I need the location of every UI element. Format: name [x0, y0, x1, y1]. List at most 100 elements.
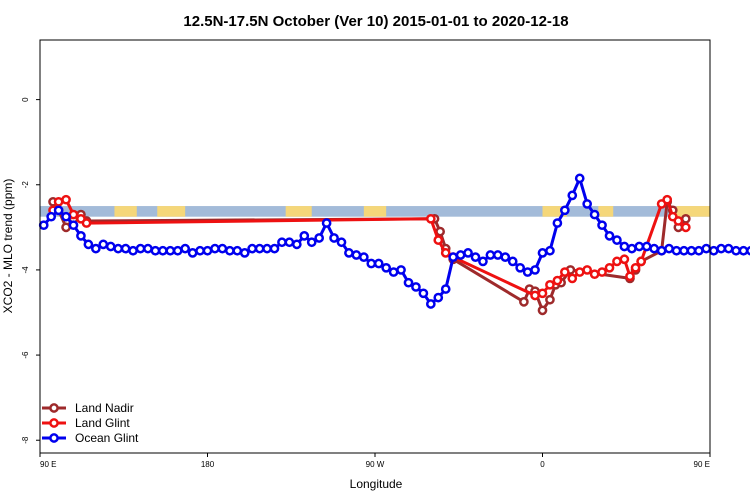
- data-point: [574, 267, 585, 277]
- data-point: [440, 284, 451, 294]
- data-point: [559, 267, 570, 277]
- data-point: [344, 248, 354, 258]
- data-point: [425, 213, 436, 224]
- data-point: [463, 248, 473, 258]
- data-point: [76, 231, 86, 241]
- data-point: [673, 216, 684, 226]
- data-point: [522, 267, 533, 277]
- data-point: [716, 243, 727, 254]
- data-point: [634, 241, 645, 252]
- data-point: [552, 275, 563, 286]
- y-tick-label: 0: [21, 97, 30, 102]
- y-tick-label: -2: [21, 181, 30, 189]
- data-point: [612, 256, 622, 267]
- data-point: [537, 288, 548, 299]
- data-point: [68, 209, 79, 220]
- data-point: [582, 199, 593, 209]
- data-point: [664, 243, 674, 254]
- data-point: [612, 235, 622, 245]
- data-point: [269, 243, 280, 254]
- data-point: [515, 262, 526, 273]
- data-point: [567, 273, 578, 284]
- data-point: [626, 243, 637, 254]
- legend-label: Land Nadir: [75, 401, 134, 415]
- land-segment: [285, 206, 312, 217]
- data-point: [180, 243, 191, 254]
- data-point: [247, 243, 258, 254]
- data-point: [545, 245, 555, 256]
- data-point: [120, 243, 131, 254]
- data-point: [545, 294, 555, 305]
- legend-marker: [49, 418, 59, 428]
- data-point: [519, 297, 529, 307]
- data-point: [680, 222, 691, 233]
- data-point: [373, 258, 384, 269]
- data-point: [433, 292, 444, 303]
- data-point: [478, 256, 488, 267]
- data-point: [98, 239, 109, 250]
- data-point: [693, 245, 704, 256]
- data-point: [381, 262, 392, 273]
- legend-label: Ocean Glint: [75, 431, 139, 445]
- data-point: [232, 245, 243, 256]
- data-point: [224, 245, 235, 256]
- data-point: [351, 250, 362, 260]
- legend-marker: [49, 433, 59, 443]
- y-tick-label: -4: [21, 266, 30, 274]
- data-point: [336, 237, 347, 248]
- data-point: [680, 213, 691, 224]
- data-point: [262, 243, 272, 254]
- data-point: [277, 237, 287, 248]
- data-point: [388, 267, 399, 277]
- data-point: [172, 245, 183, 256]
- data-point: [671, 245, 682, 256]
- data-point: [329, 233, 339, 243]
- land-segment: [363, 206, 387, 217]
- data-point: [165, 245, 176, 256]
- x-tick-label: 90 E: [40, 460, 56, 469]
- data-point: [403, 277, 414, 288]
- data-point: [537, 248, 548, 258]
- data-point: [746, 246, 750, 256]
- data-point: [440, 248, 451, 258]
- legend-label: Land Glint: [75, 416, 130, 430]
- data-point: [470, 252, 481, 262]
- data-point: [210, 243, 220, 254]
- data-point: [90, 243, 101, 254]
- data-point: [589, 269, 600, 280]
- data-point: [157, 245, 168, 256]
- data-point: [492, 250, 503, 260]
- data-point: [306, 237, 317, 248]
- legend-marker: [49, 403, 59, 413]
- data-point: [662, 194, 673, 205]
- data-point: [619, 241, 630, 252]
- data-point: [604, 231, 615, 241]
- series-layer: [38, 173, 750, 316]
- data-point: [738, 245, 749, 256]
- data-point: [81, 218, 92, 228]
- data-point: [418, 288, 429, 299]
- data-point: [202, 245, 213, 256]
- data-point: [619, 254, 630, 265]
- data-point: [425, 299, 436, 309]
- data-point: [530, 265, 540, 275]
- data-point: [53, 196, 64, 207]
- data-point: [500, 252, 511, 262]
- y-axis: 0 -2 -4 -6 -8: [21, 97, 40, 444]
- data-point: [291, 239, 302, 250]
- data-point: [358, 252, 369, 262]
- x-tick-label: 0: [540, 460, 545, 469]
- data-point: [254, 243, 265, 254]
- data-point: [597, 267, 607, 277]
- data-point: [723, 243, 734, 254]
- data-point: [366, 258, 377, 269]
- data-point: [396, 265, 406, 275]
- data-point: [239, 248, 250, 258]
- data-point: [686, 245, 697, 256]
- data-point: [649, 243, 660, 254]
- series-ocean-glint: [38, 173, 750, 309]
- data-point: [530, 290, 540, 301]
- data-point: [68, 220, 79, 231]
- series-land-glint: [48, 194, 691, 301]
